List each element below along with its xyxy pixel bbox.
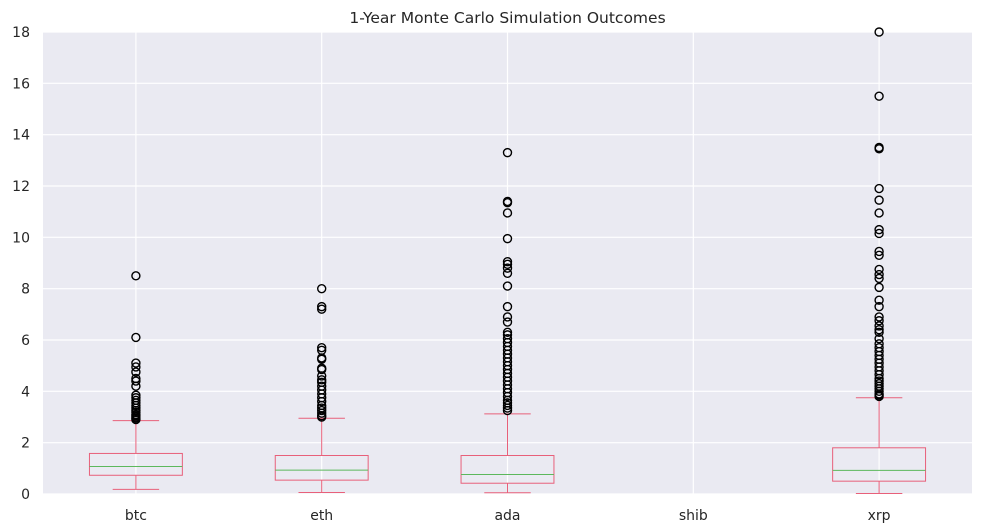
outlier-point [874, 250, 884, 261]
outlier-point [317, 375, 327, 385]
outlier-point [131, 376, 141, 386]
box-iqr [274, 455, 369, 481]
x-tick-label: eth [310, 508, 333, 524]
y-axis-ticks: 0 2 4 6 8 10 12 14 16 18 [12, 25, 30, 503]
y-tick-label: 16 [12, 76, 30, 92]
outlier-point [317, 283, 327, 294]
outlier-point [874, 282, 884, 293]
box-xrp [832, 27, 927, 494]
outlier-point [317, 364, 327, 375]
outlier-point [502, 281, 513, 291]
outlier-point [317, 396, 327, 407]
y-tick-label: 10 [12, 230, 30, 246]
chart-title: 1-Year Monte Carlo Simulation Outcomes [349, 9, 665, 27]
outlier-point [874, 301, 884, 312]
box-eth [274, 283, 369, 493]
outlier-point [502, 257, 513, 267]
outlier-point [317, 412, 327, 422]
y-tick-label: 6 [21, 333, 30, 349]
outlier-point [874, 325, 884, 335]
outlier-point [502, 259, 513, 269]
box-iqr [460, 455, 555, 484]
outlier-point [317, 301, 327, 312]
outlier-point [502, 301, 513, 312]
outlier-point [131, 271, 141, 281]
outlier-point [874, 264, 884, 275]
outlier-point [874, 334, 884, 344]
y-tick-label: 18 [12, 25, 30, 41]
outlier-point [502, 312, 513, 322]
outlier-point [874, 208, 884, 218]
outlier-point [317, 304, 327, 314]
outlier-point [131, 358, 141, 368]
y-tick-label: 12 [12, 179, 30, 195]
outlier-point [874, 321, 884, 331]
x-axis-ticks: btc eth ada shib xrp [125, 508, 891, 524]
outlier-point [874, 312, 884, 322]
y-tick-label: 14 [12, 128, 30, 144]
outlier-point [317, 405, 327, 416]
outlier-point [502, 233, 513, 244]
outlier-point [874, 27, 884, 37]
outlier-point [502, 197, 513, 208]
outlier-point [874, 224, 884, 235]
outlier-point [131, 381, 141, 391]
y-tick-label: 0 [21, 487, 30, 503]
outlier-point [502, 263, 513, 273]
outlier-point [874, 195, 884, 205]
outlier-point [874, 295, 884, 305]
outlier-point [874, 327, 884, 337]
x-tick-label: btc [125, 508, 147, 524]
outlier-point [874, 316, 884, 326]
boxes-layer [88, 27, 927, 494]
y-tick-label: 8 [21, 282, 30, 298]
x-tick-label: shib [679, 508, 708, 524]
outlier-point [317, 354, 327, 364]
outlier-point [502, 208, 513, 218]
x-tick-label: ada [494, 508, 520, 524]
outlier-point [502, 147, 513, 158]
outlier-point [874, 228, 884, 239]
outlier-point [874, 386, 884, 397]
y-tick-label: 4 [21, 384, 30, 400]
outlier-point [131, 332, 141, 343]
outlier-point [874, 144, 884, 154]
outlier-point [131, 414, 141, 425]
outlier-point [502, 403, 513, 413]
outlier-point [502, 391, 513, 402]
outlier-point [502, 400, 513, 411]
outlier-point [317, 408, 327, 418]
outlier-point [502, 405, 513, 416]
outlier-point [874, 183, 884, 194]
outlier-point [131, 400, 141, 411]
outlier-point [502, 268, 513, 278]
box-btc [88, 271, 183, 490]
outlier-point [874, 369, 884, 380]
outlier-point [131, 362, 141, 372]
y-tick-label: 2 [21, 436, 30, 452]
x-tick-label: xrp [868, 508, 891, 524]
outlier-point [874, 91, 884, 101]
outlier-point [131, 367, 141, 377]
outlier-point [874, 273, 884, 284]
outlier-point [317, 343, 327, 353]
box-ada [460, 147, 555, 494]
outlier-point [874, 391, 884, 402]
outlier-point [874, 269, 884, 280]
box-iqr [832, 447, 927, 482]
outlier-point [502, 327, 513, 337]
box-iqr [88, 452, 183, 476]
outlier-point [317, 371, 327, 381]
outlier-point [874, 246, 884, 257]
outlier-point [502, 317, 513, 327]
